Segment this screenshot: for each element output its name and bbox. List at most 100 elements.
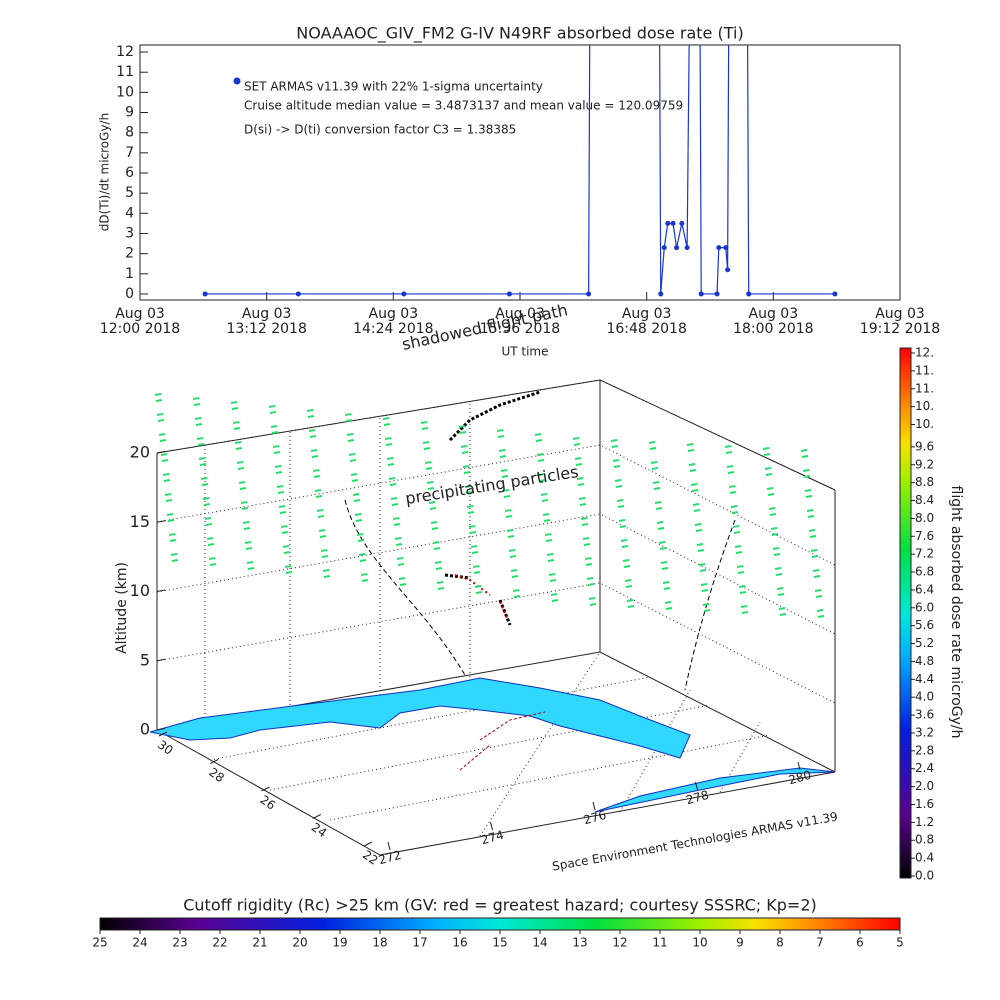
particle-field: [154, 393, 825, 618]
particle-dash: [320, 549, 329, 558]
chart-title: NOAAAOC_GIV_FM2 G-IV N49RF absorbed dose…: [296, 24, 743, 44]
particle-dash: [656, 521, 665, 530]
data-point: [295, 291, 301, 297]
particle-dash: [586, 577, 595, 586]
colorbar-tick-label: 15: [492, 936, 507, 950]
particle-dash: [356, 533, 365, 542]
colorbar-tick-label: 8.0: [915, 511, 934, 525]
x-tick-label: Aug 03: [622, 306, 672, 322]
y-tick-label-3d: 30: [155, 737, 176, 757]
particle-dash: [738, 585, 747, 594]
legend-label: SET ARMAS v11.39 with 22% 1-sigma uncert…: [244, 80, 543, 94]
y-tick-label: 11: [116, 64, 134, 80]
x-tick-label-3d: 274: [479, 828, 505, 847]
colorbar-tick-label: 0.0: [915, 869, 934, 883]
data-point: [684, 245, 690, 251]
particle-dash: [808, 529, 817, 538]
z-tick: [156, 451, 166, 454]
data-point: [746, 291, 752, 297]
data-point: [679, 220, 685, 226]
particle-dash: [572, 437, 581, 446]
colorbar-tick-label: 22: [212, 936, 227, 950]
z-tick-label: 0: [140, 720, 150, 739]
particle-dash: [424, 461, 433, 470]
particle-dash: [660, 561, 669, 570]
x-tick-3d: [490, 821, 493, 831]
particle-dash: [234, 441, 243, 450]
z-tick: [156, 520, 166, 523]
particle-dash: [622, 559, 631, 568]
colorbar-tick-label: 19: [332, 936, 347, 950]
particle-dash: [458, 425, 467, 434]
x-tick-3d: [387, 841, 391, 851]
particle-dash: [240, 501, 249, 510]
particle-dash: [614, 479, 623, 488]
colorbar-tick-label: 10.: [915, 417, 934, 431]
particle-dash: [348, 453, 357, 462]
x-tick-label-3d: 278: [684, 788, 710, 807]
particle-dash: [396, 557, 405, 566]
y-tick-label: 0: [125, 286, 134, 302]
particle-dash: [242, 521, 251, 530]
particle-dash: [354, 513, 363, 522]
data-point: [665, 220, 671, 226]
y-tick-label: 1: [125, 266, 134, 282]
colorbar-tick-label: 4.4: [915, 672, 934, 686]
particle-dash: [236, 461, 245, 470]
particle-dash: [548, 573, 557, 582]
data-point: [674, 245, 680, 251]
x-tick-label: Aug 03: [495, 306, 545, 322]
colorbar-tick-label: 2.4: [915, 761, 934, 775]
particle-dash: [546, 553, 555, 562]
legend-marker: [233, 77, 241, 85]
particle-dash: [472, 565, 481, 574]
y-tick-label: 10: [116, 84, 134, 100]
x-tick-label: 19:12 2018: [860, 321, 940, 337]
data-point: [716, 245, 722, 251]
particle-dash: [194, 417, 203, 426]
particle-dash: [350, 473, 359, 482]
y-tick-label: 2: [125, 246, 134, 262]
particle-dash: [502, 489, 511, 498]
data-point: [658, 291, 664, 297]
particle-dash: [426, 481, 435, 490]
x-tick-label: 15:36 2018: [480, 321, 560, 337]
colorbar-tick-label: 5.6: [915, 618, 934, 632]
particle-dash: [762, 447, 771, 456]
particle-dash: [420, 421, 429, 430]
particle-dash: [164, 493, 173, 502]
annotation: D(si) -> D(ti) conversion factor C3 = 1.…: [244, 123, 516, 137]
z-tick: [156, 728, 166, 731]
data-point: [723, 245, 729, 251]
data-point: [202, 291, 208, 297]
particle-dash: [648, 441, 657, 450]
x-tick-3d: [695, 781, 698, 791]
y-tick-label: 9: [125, 105, 134, 121]
colorbar-tick-label: 6.0: [915, 600, 934, 614]
x-axis-label: UT time: [501, 345, 548, 359]
particle-dash: [344, 413, 353, 422]
particle-dash: [800, 449, 809, 458]
particle-dash: [700, 583, 709, 592]
particle-dash: [540, 493, 549, 502]
z-axis-label: Altitude (km): [114, 562, 130, 654]
z-tick-label: 20: [130, 443, 150, 462]
y-tick-label: 4: [125, 205, 134, 221]
particle-dash: [162, 473, 171, 482]
particle-dash: [768, 507, 777, 516]
particle-dash: [422, 441, 431, 450]
particle-dash: [544, 533, 553, 542]
particle-dash: [580, 517, 589, 526]
x-tick-label-3d: 272: [377, 848, 403, 867]
particle-dash: [346, 433, 355, 442]
particle-dash: [774, 567, 783, 576]
particle-dash: [360, 573, 369, 582]
z-tick-label: 10: [130, 581, 150, 600]
particle-dash: [398, 577, 407, 586]
particle-dash: [776, 587, 785, 596]
colorbar-tick-label: 10.: [915, 399, 934, 413]
y-tick-label: 6: [125, 165, 134, 181]
y-tick-3d: [261, 786, 270, 792]
colorbar-tick-label: 7.2: [915, 547, 934, 561]
colorbar-tick-label: 8: [776, 936, 784, 950]
